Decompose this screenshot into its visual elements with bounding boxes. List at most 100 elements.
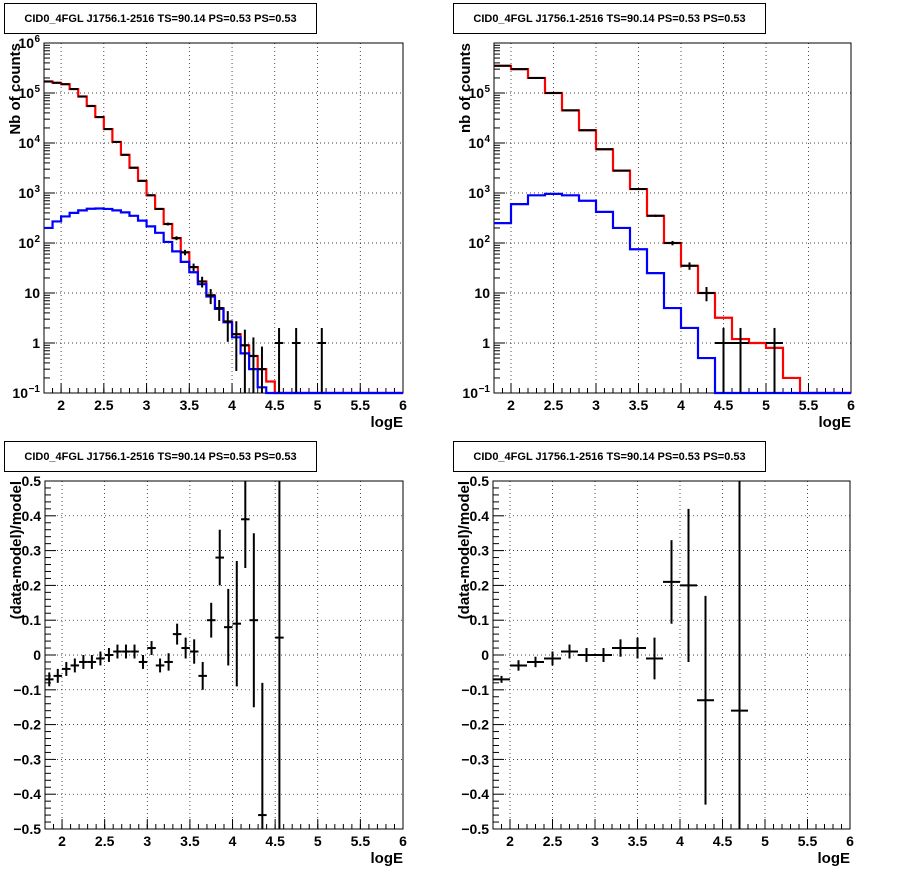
- data-point: [189, 639, 199, 664]
- data-point: [663, 540, 680, 624]
- y-tick-label: −0.5: [13, 821, 41, 837]
- y-tick-label: 0.5: [470, 473, 490, 489]
- data-point: [70, 658, 80, 673]
- y-tick-label: −0.4: [13, 786, 41, 802]
- y-tick-label: −0.1: [13, 682, 41, 698]
- y-tick-label: −0.1: [461, 682, 489, 698]
- data-point: [147, 641, 156, 655]
- data-point: [129, 166, 139, 169]
- data-point: [232, 321, 241, 372]
- y-tick-label: 0.1: [22, 612, 42, 628]
- x-tick-label: 5.5: [798, 833, 818, 849]
- data-point: [291, 327, 301, 393]
- x-tick-label: 3: [143, 833, 151, 849]
- data-point: [146, 194, 156, 197]
- plot-title: CID0_4FGL J1756.1-2516 TS=90.14 PS=0.53 …: [453, 3, 766, 34]
- x-tick-label: 4.5: [713, 833, 733, 849]
- data-point: [53, 668, 63, 683]
- data-point: [240, 329, 250, 393]
- data-point: [681, 262, 698, 270]
- plot-frame: [493, 42, 852, 394]
- y-tick-label: −0.3: [461, 751, 489, 767]
- data-point: [45, 672, 54, 687]
- plot-title: CID0_4FGL J1756.1-2516 TS=90.14 PS=0.53 …: [453, 441, 766, 472]
- data-point: [206, 602, 216, 638]
- y-tick-exponent: 5: [484, 84, 490, 95]
- y-tick-exponent: 3: [484, 184, 490, 195]
- x-tick-label: 4: [228, 397, 236, 413]
- y-tick-exponent: 6: [34, 34, 40, 45]
- data-point: [96, 651, 105, 666]
- data-point: [257, 346, 267, 393]
- data-point: [215, 529, 224, 586]
- x-tick-label: 4.5: [265, 833, 285, 849]
- x-tick-label: 3: [143, 397, 151, 413]
- y-tick-label: 10: [468, 185, 484, 201]
- y-tick-label: 1: [482, 335, 490, 351]
- y-axis-label: (data-model)/model: [8, 481, 25, 619]
- data-point: [258, 682, 267, 829]
- data-point: [241, 481, 250, 568]
- x-tick-label: 2: [57, 397, 65, 413]
- y-tick-label: 1: [32, 335, 40, 351]
- data-point: [113, 644, 122, 659]
- data-point: [561, 644, 578, 659]
- x-axis-label: logE: [371, 414, 404, 431]
- y-tick-label: 10: [18, 85, 34, 101]
- data-point: [232, 561, 242, 687]
- data-point: [647, 214, 664, 217]
- data-point: [121, 644, 131, 659]
- x-tick-label: 2: [507, 397, 515, 413]
- x-tick-label: 4: [229, 833, 237, 849]
- y-tick-label: 10: [18, 35, 34, 51]
- pad-top-left-counts: 2 2.5 3 3.5 4 4.5 5 5.5 6 logE 10 −1 1 10 10 2 10 3 10 4 10 5…: [0, 0, 449, 437]
- data-point: [120, 153, 130, 156]
- data-point: [181, 637, 190, 659]
- data-point: [130, 644, 139, 659]
- y-tick-label: 10: [462, 385, 478, 401]
- data-point: [206, 289, 215, 305]
- data-point: [214, 300, 224, 321]
- data-point: [578, 648, 595, 662]
- x-tick-label: 5: [761, 833, 769, 849]
- pad-top-right-counts: 2 2.5 3 3.5 4 4.5 5 5.5 6 logE 10 −1 1 10 10 2 10 3 10 4 10 5…: [449, 0, 898, 437]
- x-tick-label: 5: [314, 833, 322, 849]
- y-tick-label: −0.3: [13, 751, 41, 767]
- data-point: [138, 655, 148, 669]
- data-point: [224, 588, 233, 666]
- data-point: [510, 660, 527, 671]
- x-tick-label: 3.5: [629, 397, 649, 413]
- y-tick-label: 0: [481, 647, 489, 663]
- x-tick-label: 4: [677, 397, 685, 413]
- y-tick-exponent: 4: [484, 134, 490, 145]
- x-axis-label: logE: [371, 850, 404, 867]
- pad-bottom-right-residuals: 2 2.5 3 3.5 4 4.5 5 5.5 6 logE −0.5 −0.4 −0.3 −0.2 −0.…: [449, 437, 898, 875]
- x-tick-label: 4.5: [714, 397, 734, 413]
- y-tick-label: 0.3: [22, 543, 42, 559]
- data-point: [613, 169, 630, 172]
- data-point: [698, 287, 715, 302]
- x-tick-label: 6: [399, 397, 407, 413]
- y-tick-label: 10: [468, 85, 484, 101]
- data-point: [275, 481, 284, 829]
- data-point: [87, 655, 97, 669]
- y-tick-exponent: 2: [484, 234, 490, 245]
- data-point: [164, 653, 173, 671]
- data-point: [664, 240, 681, 246]
- histogram-series: [494, 192, 851, 395]
- data-point: [138, 179, 147, 182]
- y-axis-label: nb of counts: [457, 43, 474, 133]
- x-tick-label: 3: [592, 397, 600, 413]
- y-tick-exponent: 4: [34, 134, 40, 145]
- x-tick-label: 2: [58, 833, 66, 849]
- data-point: [180, 249, 190, 256]
- data-point: [697, 595, 714, 805]
- x-tick-label: 2.5: [95, 833, 115, 849]
- x-tick-label: 3.5: [628, 833, 648, 849]
- x-tick-label: 5: [314, 397, 322, 413]
- y-tick-label: 10: [18, 135, 34, 151]
- data-point: [680, 508, 697, 662]
